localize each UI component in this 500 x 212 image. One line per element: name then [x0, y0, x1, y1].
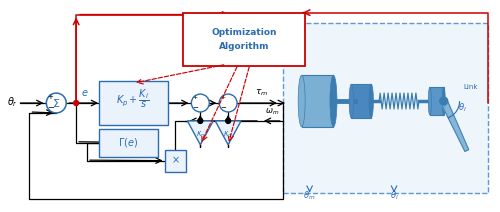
- Text: $\theta_r$: $\theta_r$: [6, 95, 18, 109]
- FancyBboxPatch shape: [99, 129, 158, 157]
- Ellipse shape: [442, 87, 446, 115]
- Circle shape: [440, 97, 448, 105]
- Circle shape: [192, 94, 210, 112]
- Circle shape: [74, 100, 78, 106]
- Bar: [430, 87, 444, 115]
- Ellipse shape: [369, 84, 374, 118]
- Ellipse shape: [330, 75, 337, 127]
- Text: +: +: [220, 95, 226, 100]
- Ellipse shape: [298, 75, 305, 127]
- Circle shape: [226, 119, 230, 123]
- Text: $\kappa_d$: $\kappa_d$: [223, 130, 233, 140]
- Text: $\Sigma$: $\Sigma$: [52, 97, 60, 109]
- Text: $\Gamma(e)$: $\Gamma(e)$: [118, 136, 139, 149]
- Text: $K_p + \dfrac{K_i}{s}$: $K_p + \dfrac{K_i}{s}$: [116, 88, 150, 110]
- Text: −: −: [192, 105, 198, 111]
- Bar: [352, 84, 371, 118]
- Text: $e$: $e$: [81, 88, 88, 98]
- Text: $\times$: $\times$: [171, 155, 180, 166]
- FancyBboxPatch shape: [99, 81, 168, 125]
- Text: $\tau_m$: $\tau_m$: [255, 88, 268, 98]
- Text: $\kappa_n$: $\kappa_n$: [196, 130, 205, 140]
- Text: Optimization: Optimization: [212, 28, 277, 37]
- Text: +: +: [192, 95, 198, 100]
- Text: −: −: [48, 103, 54, 112]
- Text: −: −: [220, 105, 226, 111]
- Polygon shape: [215, 121, 241, 145]
- Text: $\theta_m$: $\theta_m$: [304, 190, 316, 202]
- Text: $\theta_l$: $\theta_l$: [390, 190, 398, 202]
- Ellipse shape: [428, 87, 432, 115]
- Text: $\theta_l$: $\theta_l$: [458, 102, 466, 114]
- Ellipse shape: [349, 84, 354, 118]
- Text: $\omega_m$: $\omega_m$: [265, 106, 279, 117]
- FancyBboxPatch shape: [164, 150, 186, 172]
- Text: +: +: [48, 94, 53, 100]
- Polygon shape: [440, 100, 468, 151]
- Text: Algorithm: Algorithm: [219, 42, 270, 51]
- FancyBboxPatch shape: [184, 13, 304, 66]
- Text: Link: Link: [464, 84, 478, 90]
- Bar: [302, 75, 334, 127]
- Polygon shape: [188, 121, 213, 145]
- Circle shape: [198, 119, 203, 123]
- Circle shape: [46, 93, 66, 113]
- FancyBboxPatch shape: [283, 22, 488, 193]
- Circle shape: [219, 94, 237, 112]
